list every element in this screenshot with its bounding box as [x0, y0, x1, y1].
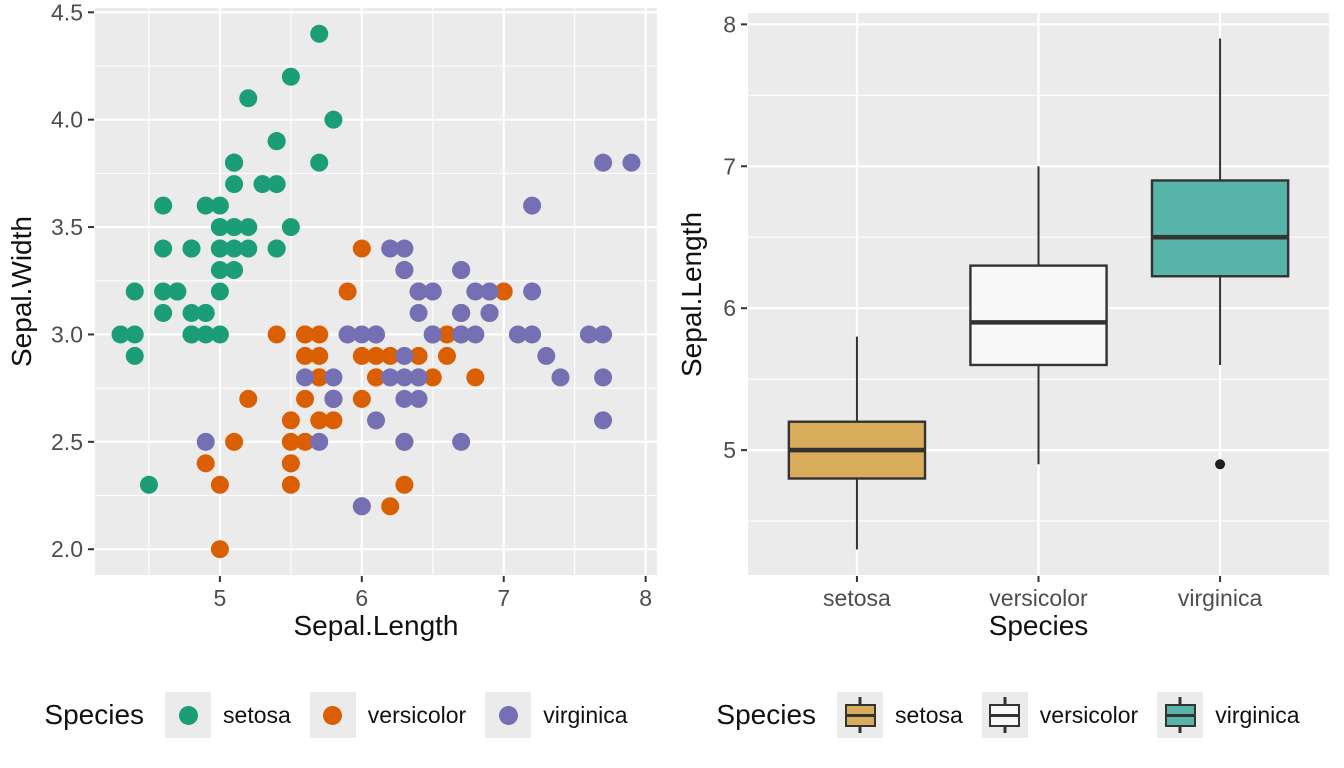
legend-label-versicolor-box: versicolor	[1039, 701, 1139, 728]
scatter-figure: 5 6 7 8 2.0 2.5 3.0 3.5 4.0 4.5 Sepal.Length Sepa…	[0, 0, 672, 742]
svg-text:8: 8	[639, 585, 652, 611]
boxplot-legend: Species setosa versicolor	[672, 688, 1344, 742]
setosa-box-key	[837, 692, 884, 738]
legend-item-versicolor-box: versicolor	[981, 692, 1139, 738]
svg-text:3.5: 3.5	[51, 214, 83, 240]
scatter-plot: 5 6 7 8 2.0 2.5 3.0 3.5 4.0 4.5	[51, 0, 657, 611]
svg-text:6: 6	[723, 295, 736, 321]
svg-text:7: 7	[723, 153, 736, 179]
svg-text:7: 7	[497, 585, 510, 611]
legend-label-virginica-box: virginica	[1215, 701, 1300, 728]
legend-label-virginica: virginica	[543, 701, 628, 728]
legend-item-setosa-box: setosa	[837, 692, 963, 738]
svg-text:virginica: virginica	[1178, 585, 1263, 611]
legend-label-setosa-box: setosa	[895, 701, 963, 728]
svg-text:8: 8	[723, 11, 736, 37]
boxplot-figure: setosa versicolor virginica 5 6 7 8 Species Se…	[672, 0, 1344, 768]
legend-item-setosa: setosa	[165, 692, 291, 738]
legend-item-versicolor: versicolor	[309, 692, 467, 738]
svg-text:5: 5	[723, 437, 736, 463]
virginica-point-key	[485, 692, 532, 738]
virginica-box-key	[1157, 692, 1204, 738]
box-median-icon	[1166, 713, 1194, 717]
versicolor-box-icon	[989, 703, 1021, 727]
svg-text:2.5: 2.5	[51, 429, 83, 455]
setosa-point-icon	[178, 705, 198, 725]
svg-text:2.0: 2.0	[51, 536, 83, 562]
legend-label-setosa: setosa	[223, 701, 291, 728]
versicolor-point-icon	[323, 705, 343, 725]
box-median-icon	[846, 713, 874, 717]
scatter-y-axis-title: Sepal.Width	[6, 216, 37, 367]
svg-text:6: 6	[355, 585, 368, 611]
versicolor-point-key	[309, 692, 356, 738]
svg-text:4.0: 4.0	[51, 107, 83, 133]
boxplot-x-axis-title: Species	[988, 610, 1089, 641]
setosa-box-icon	[844, 703, 876, 727]
svg-text:4.5: 4.5	[51, 0, 83, 25]
boxplot-y-axis-title: Sepal.Length	[676, 211, 707, 377]
boxplot: setosa versicolor virginica 5 6 7 8	[723, 11, 1329, 611]
box-median-icon	[991, 713, 1019, 717]
scatter-x-axis-title: Sepal.Length	[293, 610, 459, 641]
scatter-legend: Species setosa versicolor virginica	[0, 688, 672, 742]
setosa-point-key	[165, 692, 212, 738]
svg-text:3.0: 3.0	[51, 321, 83, 347]
scatter-legend-title: Species	[44, 699, 145, 730]
legend-item-virginica: virginica	[485, 692, 628, 738]
boxplot-legend-title: Species	[716, 699, 817, 730]
svg-text:5: 5	[213, 585, 226, 611]
legend-item-virginica-box: virginica	[1157, 692, 1300, 738]
svg-text:setosa: setosa	[823, 585, 891, 611]
virginica-box-icon	[1164, 703, 1196, 727]
legend-label-versicolor: versicolor	[367, 701, 467, 728]
versicolor-box-key	[981, 692, 1028, 738]
virginica-point-icon	[498, 705, 518, 725]
svg-text:versicolor: versicolor	[989, 585, 1088, 611]
